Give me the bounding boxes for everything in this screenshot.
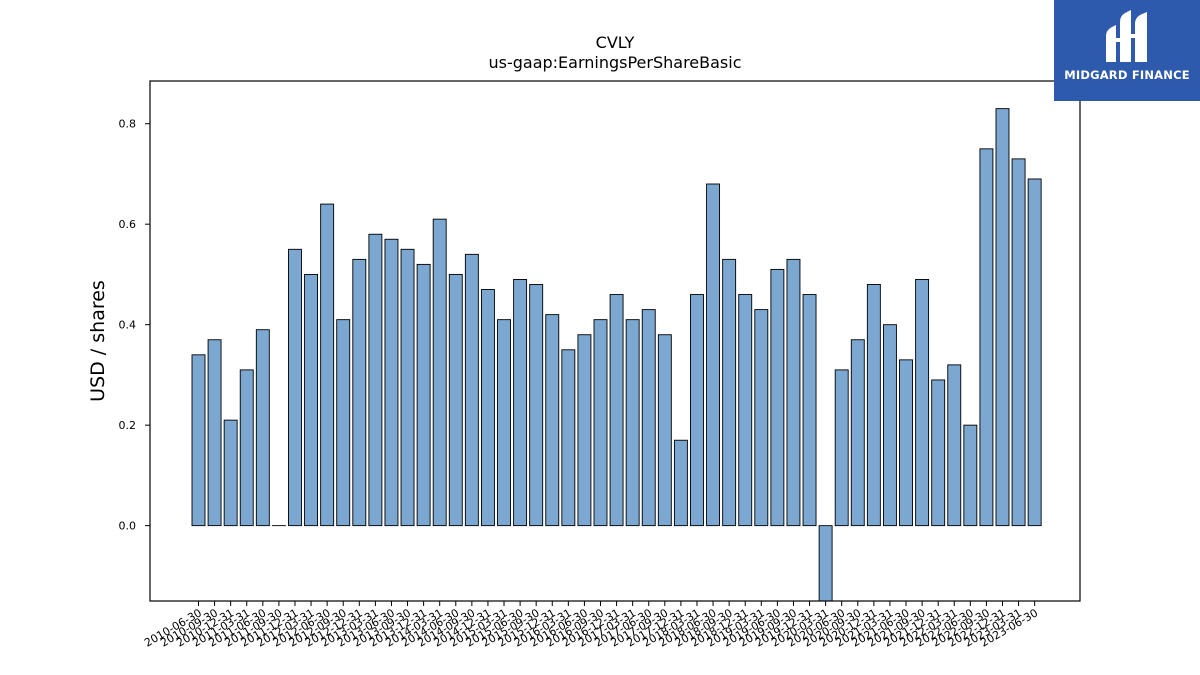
- bar-2013-06-30: [384, 238, 399, 527]
- bar-2013-09-30: [400, 248, 415, 527]
- bar-2019-03-31: [754, 309, 769, 527]
- bar-2021-09-30: [915, 279, 930, 527]
- y-tick-label: 0.8: [119, 118, 137, 131]
- bar-2013-03-31: [368, 233, 383, 527]
- bar-2022-03-31: [947, 364, 962, 527]
- bar-2013-12-31: [416, 263, 431, 527]
- bar-2018-12-31: [738, 294, 753, 527]
- chart-title: CVLY: [596, 33, 635, 52]
- bar-2017-09-30: [657, 334, 672, 527]
- plot-frame: [149, 80, 1081, 602]
- bar-2012-09-30: [336, 319, 351, 527]
- bar-2010-06-30: [191, 354, 206, 527]
- bar-2016-09-30: [593, 319, 608, 527]
- bar-2016-12-31: [609, 294, 624, 527]
- brand-name: MIDGARD FINANCE: [1064, 68, 1190, 82]
- bar-2010-09-30: [207, 339, 222, 527]
- bar-2021-03-31: [882, 324, 897, 527]
- bar-2021-12-31: [931, 379, 946, 527]
- y-tick-label: 0.4: [119, 319, 137, 332]
- bar-2019-12-31: [802, 294, 817, 527]
- bar-2015-09-30: [529, 284, 544, 527]
- plot-area: 0.00.20.40.60.82010-06-302010-09-302010-…: [119, 108, 1042, 650]
- bar-2019-09-30: [786, 258, 801, 527]
- bar-2011-06-30: [255, 329, 270, 527]
- bar-2023-06-30: [1027, 178, 1042, 527]
- bar-2011-03-31: [239, 369, 254, 527]
- mf-monogram-icon: [1106, 10, 1147, 62]
- bar-2014-09-30: [464, 253, 479, 527]
- bar-2017-06-30: [641, 309, 656, 527]
- bar-2021-06-30: [899, 359, 913, 527]
- bar-2020-06-30: [834, 369, 849, 527]
- bar-2015-12-31: [545, 314, 560, 527]
- bar-2020-09-30: [850, 339, 865, 527]
- bar-2020-03-31: [818, 525, 833, 601]
- bar-2018-03-31: [690, 294, 704, 527]
- bar-2018-09-30: [722, 258, 737, 527]
- bar-2014-12-31: [480, 289, 495, 527]
- bar-2015-03-31: [497, 319, 511, 527]
- bar-2018-06-30: [706, 183, 721, 527]
- y-axis-label: USD / shares: [87, 280, 109, 402]
- bar-2016-06-30: [577, 334, 592, 527]
- bar-2023-03-31: [1011, 158, 1026, 527]
- bar-2022-09-30: [979, 148, 994, 527]
- y-tick-label: 0.0: [119, 520, 137, 533]
- bar-2020-12-31: [866, 284, 881, 527]
- bar-2017-12-31: [673, 439, 688, 527]
- brand-logo: MIDGARD FINANCE: [1054, 0, 1200, 101]
- bar-2015-06-30: [513, 279, 528, 527]
- bar-2017-03-31: [625, 319, 640, 527]
- bar-2011-12-31: [288, 248, 302, 527]
- y-tick-label: 0.2: [119, 419, 137, 432]
- bar-2014-06-30: [448, 273, 463, 527]
- bar-2010-12-31: [223, 419, 238, 527]
- bar-2022-06-30: [963, 424, 978, 527]
- bar-2016-03-31: [561, 349, 576, 527]
- bar-2014-03-31: [432, 218, 447, 527]
- bar-2012-12-31: [352, 258, 367, 527]
- bar-2019-06-30: [770, 268, 785, 527]
- bar-2012-03-31: [304, 273, 319, 527]
- chart-subtitle: us-gaap:EarningsPerShareBasic: [488, 53, 741, 72]
- bar-2012-06-30: [320, 203, 335, 527]
- bar-2022-12-31: [995, 108, 1010, 527]
- y-tick-label: 0.6: [119, 218, 137, 231]
